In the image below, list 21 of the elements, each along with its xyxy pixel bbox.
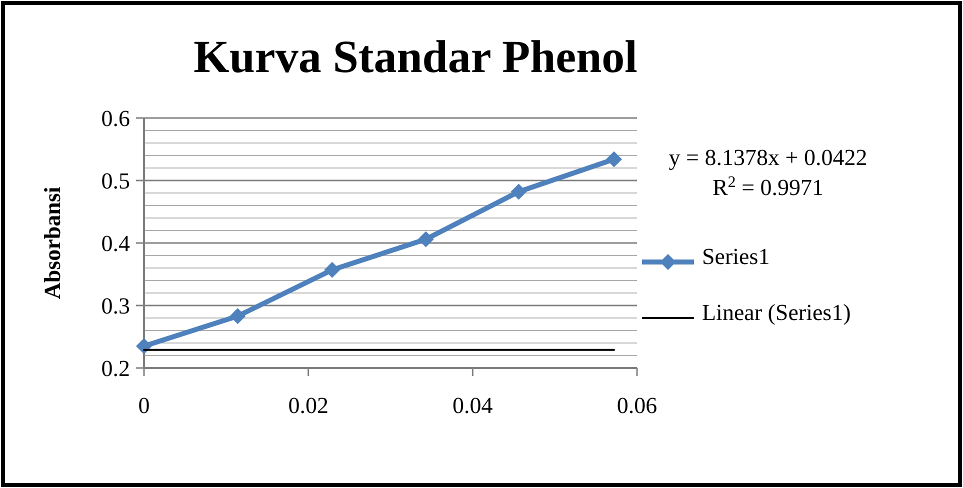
legend-label: Series1 <box>702 244 770 269</box>
point <box>606 151 622 168</box>
text: R$^{2}$ = 0.9971 <box>712 174 824 200</box>
y-tick-label: 0.4 <box>101 231 130 256</box>
legend-label: Linear (Series1) <box>702 300 851 325</box>
point <box>230 308 246 324</box>
y-tick-label: 0.6 <box>101 106 130 131</box>
y-tick-label: 0.3 <box>101 294 130 318</box>
x-tick-label: 0.02 <box>288 393 328 418</box>
point <box>418 231 434 248</box>
y-tick-label: 0.2 <box>101 356 130 381</box>
point <box>136 338 152 354</box>
text: y = 8.1378x + 0.0422 <box>668 145 868 170</box>
y-axis-title: Absorbansi <box>40 186 65 300</box>
point <box>510 184 527 200</box>
x-tick-label: 0.06 <box>616 393 658 418</box>
chart-title: Kurva Standar Phenol <box>194 31 638 82</box>
x-tick-label: 0.04 <box>452 393 494 418</box>
y-tick-label: 0.5 <box>101 168 130 194</box>
x-tick-label: 0 <box>138 393 150 418</box>
point <box>324 262 340 278</box>
